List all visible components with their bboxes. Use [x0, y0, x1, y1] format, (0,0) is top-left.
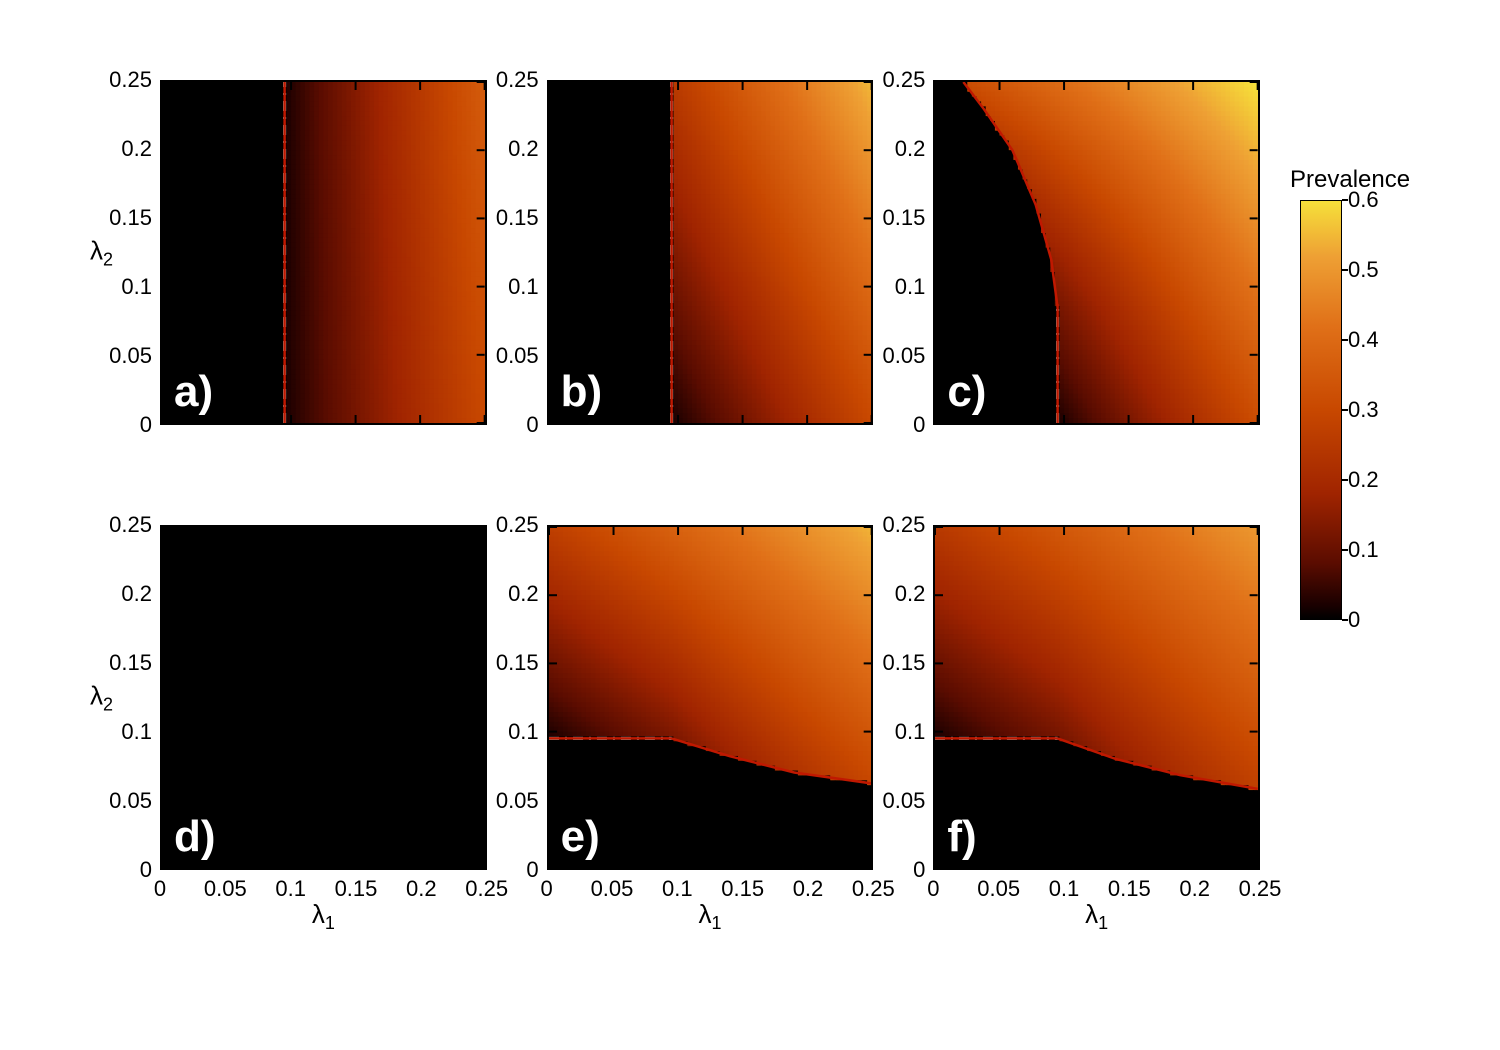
x-tick-label: 0: [927, 876, 939, 902]
x-tick-label: 0.1: [1049, 876, 1080, 902]
x-tick-label: 0.05: [977, 876, 1020, 902]
x-tick-label: 0.2: [793, 876, 824, 902]
y-tick-label: 0.25: [109, 67, 152, 93]
x-tick-label: 0.25: [852, 876, 895, 902]
y-tick-label: 0.05: [109, 788, 152, 814]
panel-c: c)00.050.10.150.20.25: [933, 80, 1260, 425]
plot-area-d: d): [160, 525, 487, 870]
y-tick-label: 0.2: [895, 581, 926, 607]
panel-f: f)00.050.10.150.20.2500.050.10.150.20.25…: [933, 525, 1260, 870]
plot-area-c: c): [933, 80, 1260, 425]
panel-label-e: e): [561, 812, 600, 862]
y-tick-label: 0: [913, 857, 925, 883]
y-tick-label: 0.2: [895, 136, 926, 162]
x-axis-label: λ1: [312, 899, 335, 934]
x-axis-label: λ1: [698, 899, 721, 934]
y-tick-label: 0.15: [109, 650, 152, 676]
y-tick-label: 0.05: [496, 788, 539, 814]
y-tick-label: 0.25: [109, 512, 152, 538]
y-tick-label: 0.1: [508, 719, 539, 745]
panel-label-a: a): [174, 367, 213, 417]
colorbar-tick-label: 0.3: [1348, 397, 1379, 423]
y-tick-label: 0.15: [496, 205, 539, 231]
x-tick-label: 0.15: [1108, 876, 1151, 902]
colorbar-tick-label: 0.2: [1348, 467, 1379, 493]
x-tick-label: 0: [541, 876, 553, 902]
boundary-curve: [549, 738, 872, 783]
y-tick-label: 0.25: [496, 512, 539, 538]
colorbar: [1300, 200, 1342, 620]
x-tick-label: 0.2: [1179, 876, 1210, 902]
y-tick-label: 0: [140, 857, 152, 883]
y-tick-label: 0: [913, 412, 925, 438]
y-axis-label: λ2: [90, 680, 113, 715]
x-tick-label: 0.05: [204, 876, 247, 902]
panel-label-f: f): [947, 812, 976, 862]
y-tick-label: 0.1: [895, 719, 926, 745]
figure-root: a)00.050.10.150.20.25λ2b)00.050.10.150.2…: [80, 80, 1420, 970]
x-tick-label: 0.15: [721, 876, 764, 902]
colorbar-container: Prevalence 00.10.20.30.40.50.6: [1300, 200, 1420, 620]
y-axis-label: λ2: [90, 235, 113, 270]
y-tick-label: 0.05: [883, 788, 926, 814]
panel-grid: a)00.050.10.150.20.25λ2b)00.050.10.150.2…: [160, 80, 1260, 870]
colorbar-tick-label: 0.6: [1348, 187, 1379, 213]
x-tick-label: 0: [154, 876, 166, 902]
y-tick-label: 0.1: [508, 274, 539, 300]
colorbar-tick-label: 0.1: [1348, 537, 1379, 563]
x-tick-label: 0.05: [591, 876, 634, 902]
x-tick-label: 0.15: [335, 876, 378, 902]
y-tick-label: 0: [526, 857, 538, 883]
y-tick-label: 0.1: [895, 274, 926, 300]
y-tick-label: 0.2: [121, 581, 152, 607]
plot-area-e: e): [547, 525, 874, 870]
panel-b: b)00.050.10.150.20.25: [547, 80, 874, 425]
y-tick-label: 0: [140, 412, 152, 438]
y-tick-label: 0.2: [508, 581, 539, 607]
plot-area-b: b): [547, 80, 874, 425]
plot-area-f: f): [933, 525, 1260, 870]
y-tick-label: 0.05: [883, 343, 926, 369]
panel-e: e)00.050.10.150.20.2500.050.10.150.20.25…: [547, 525, 874, 870]
x-tick-label: 0.25: [1239, 876, 1282, 902]
y-tick-label: 0.05: [496, 343, 539, 369]
x-axis-label: λ1: [1085, 899, 1108, 934]
x-tick-label: 0.25: [465, 876, 508, 902]
y-tick-label: 0.15: [883, 650, 926, 676]
panel-label-c: c): [947, 367, 986, 417]
panel-label-b: b): [561, 367, 603, 417]
y-tick-label: 0.2: [121, 136, 152, 162]
y-tick-label: 0.15: [883, 205, 926, 231]
y-tick-label: 0.15: [109, 205, 152, 231]
y-tick-label: 0.15: [496, 650, 539, 676]
panel-d: d)00.050.10.150.20.25λ200.050.10.150.20.…: [160, 525, 487, 870]
x-tick-label: 0.1: [275, 876, 306, 902]
y-tick-label: 0.1: [121, 274, 152, 300]
colorbar-tick-label: 0: [1348, 607, 1360, 633]
x-tick-label: 0.2: [406, 876, 437, 902]
y-tick-label: 0: [526, 412, 538, 438]
colorbar-tick-label: 0.4: [1348, 327, 1379, 353]
y-tick-label: 0.25: [883, 512, 926, 538]
y-tick-label: 0.2: [508, 136, 539, 162]
panel-label-d: d): [174, 812, 216, 862]
overlay-f: [935, 527, 1258, 868]
colorbar-tick-label: 0.5: [1348, 257, 1379, 283]
panel-a: a)00.050.10.150.20.25λ2: [160, 80, 487, 425]
x-tick-label: 0.1: [662, 876, 693, 902]
y-tick-label: 0.25: [496, 67, 539, 93]
plot-area-a: a): [160, 80, 487, 425]
boundary-curve: [935, 738, 1258, 789]
y-tick-label: 0.05: [109, 343, 152, 369]
y-tick-label: 0.1: [121, 719, 152, 745]
y-tick-label: 0.25: [883, 67, 926, 93]
